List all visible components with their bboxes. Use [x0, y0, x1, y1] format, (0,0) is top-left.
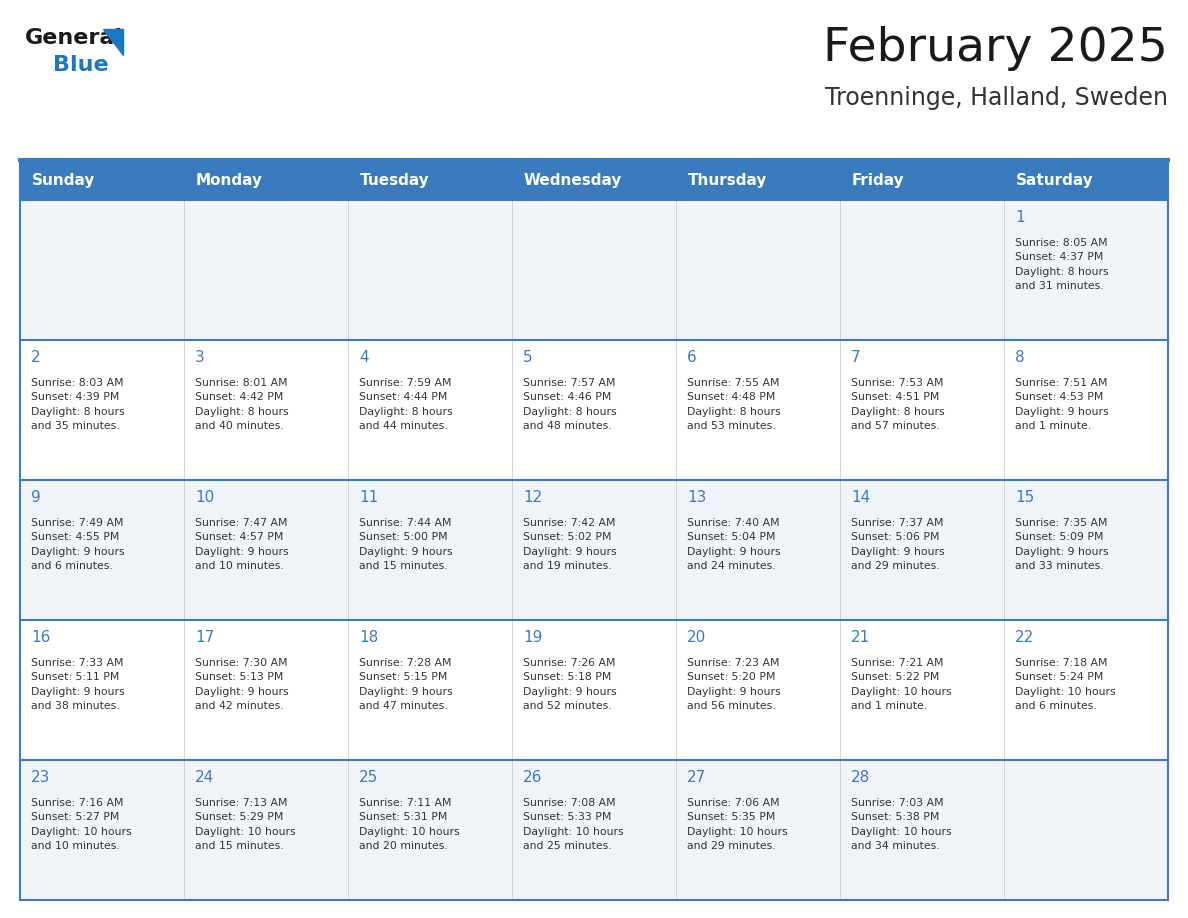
Text: Sunrise: 7:21 AM
Sunset: 5:22 PM
Daylight: 10 hours
and 1 minute.: Sunrise: 7:21 AM Sunset: 5:22 PM Dayligh…	[851, 658, 952, 711]
Text: 18: 18	[359, 630, 378, 645]
Text: Sunrise: 7:26 AM
Sunset: 5:18 PM
Daylight: 9 hours
and 52 minutes.: Sunrise: 7:26 AM Sunset: 5:18 PM Dayligh…	[523, 658, 617, 711]
Text: Tuesday: Tuesday	[360, 173, 430, 187]
Text: 15: 15	[1015, 490, 1035, 505]
Bar	[20, 340, 1168, 480]
Text: 25: 25	[359, 770, 378, 785]
Text: Sunrise: 7:23 AM
Sunset: 5:20 PM
Daylight: 9 hours
and 56 minutes.: Sunrise: 7:23 AM Sunset: 5:20 PM Dayligh…	[687, 658, 781, 711]
Text: Sunrise: 8:01 AM
Sunset: 4:42 PM
Daylight: 8 hours
and 40 minutes.: Sunrise: 8:01 AM Sunset: 4:42 PM Dayligh…	[195, 378, 289, 431]
Text: 14: 14	[851, 490, 871, 505]
Polygon shape	[103, 29, 124, 55]
Text: Sunrise: 7:11 AM
Sunset: 5:31 PM
Daylight: 10 hours
and 20 minutes.: Sunrise: 7:11 AM Sunset: 5:31 PM Dayligh…	[359, 798, 460, 851]
Text: 4: 4	[359, 350, 368, 365]
Text: 19: 19	[523, 630, 543, 645]
Text: Sunrise: 7:35 AM
Sunset: 5:09 PM
Daylight: 9 hours
and 33 minutes.: Sunrise: 7:35 AM Sunset: 5:09 PM Dayligh…	[1015, 518, 1108, 571]
Bar	[20, 480, 1168, 620]
Text: Sunrise: 7:44 AM
Sunset: 5:00 PM
Daylight: 9 hours
and 15 minutes.: Sunrise: 7:44 AM Sunset: 5:00 PM Dayligh…	[359, 518, 453, 571]
Text: Sunrise: 7:55 AM
Sunset: 4:48 PM
Daylight: 8 hours
and 53 minutes.: Sunrise: 7:55 AM Sunset: 4:48 PM Dayligh…	[687, 378, 781, 431]
Text: 27: 27	[687, 770, 706, 785]
Text: Sunrise: 7:53 AM
Sunset: 4:51 PM
Daylight: 8 hours
and 57 minutes.: Sunrise: 7:53 AM Sunset: 4:51 PM Dayligh…	[851, 378, 944, 431]
Text: 26: 26	[523, 770, 543, 785]
Text: 21: 21	[851, 630, 871, 645]
Text: 8: 8	[1015, 350, 1024, 365]
Text: 10: 10	[195, 490, 214, 505]
Text: Sunrise: 8:03 AM
Sunset: 4:39 PM
Daylight: 8 hours
and 35 minutes.: Sunrise: 8:03 AM Sunset: 4:39 PM Dayligh…	[31, 378, 125, 431]
Text: Troenninge, Halland, Sweden: Troenninge, Halland, Sweden	[824, 86, 1168, 110]
Text: Blue: Blue	[53, 55, 108, 75]
Text: 28: 28	[851, 770, 871, 785]
Text: 11: 11	[359, 490, 378, 505]
Text: Wednesday: Wednesday	[524, 173, 623, 187]
Text: February 2025: February 2025	[823, 26, 1168, 71]
Text: Sunrise: 7:42 AM
Sunset: 5:02 PM
Daylight: 9 hours
and 19 minutes.: Sunrise: 7:42 AM Sunset: 5:02 PM Dayligh…	[523, 518, 617, 571]
Text: 5: 5	[523, 350, 532, 365]
Text: Sunrise: 7:28 AM
Sunset: 5:15 PM
Daylight: 9 hours
and 47 minutes.: Sunrise: 7:28 AM Sunset: 5:15 PM Dayligh…	[359, 658, 453, 711]
Text: 7: 7	[851, 350, 860, 365]
Text: Sunrise: 7:49 AM
Sunset: 4:55 PM
Daylight: 9 hours
and 6 minutes.: Sunrise: 7:49 AM Sunset: 4:55 PM Dayligh…	[31, 518, 125, 571]
Text: Friday: Friday	[852, 173, 904, 187]
Text: Sunrise: 7:16 AM
Sunset: 5:27 PM
Daylight: 10 hours
and 10 minutes.: Sunrise: 7:16 AM Sunset: 5:27 PM Dayligh…	[31, 798, 132, 851]
Text: 24: 24	[195, 770, 214, 785]
Text: 13: 13	[687, 490, 707, 505]
Text: 22: 22	[1015, 630, 1035, 645]
Text: 2: 2	[31, 350, 40, 365]
Bar	[20, 200, 1168, 340]
Text: Sunrise: 7:13 AM
Sunset: 5:29 PM
Daylight: 10 hours
and 15 minutes.: Sunrise: 7:13 AM Sunset: 5:29 PM Dayligh…	[195, 798, 296, 851]
Text: Saturday: Saturday	[1016, 173, 1094, 187]
Text: Sunrise: 7:37 AM
Sunset: 5:06 PM
Daylight: 9 hours
and 29 minutes.: Sunrise: 7:37 AM Sunset: 5:06 PM Dayligh…	[851, 518, 944, 571]
Text: Thursday: Thursday	[688, 173, 767, 187]
Text: Sunrise: 7:03 AM
Sunset: 5:38 PM
Daylight: 10 hours
and 34 minutes.: Sunrise: 7:03 AM Sunset: 5:38 PM Dayligh…	[851, 798, 952, 851]
Text: Sunrise: 8:05 AM
Sunset: 4:37 PM
Daylight: 8 hours
and 31 minutes.: Sunrise: 8:05 AM Sunset: 4:37 PM Dayligh…	[1015, 238, 1108, 291]
Text: 23: 23	[31, 770, 50, 785]
Text: Sunrise: 7:18 AM
Sunset: 5:24 PM
Daylight: 10 hours
and 6 minutes.: Sunrise: 7:18 AM Sunset: 5:24 PM Dayligh…	[1015, 658, 1116, 711]
Text: Sunday: Sunday	[32, 173, 95, 187]
Text: Monday: Monday	[196, 173, 263, 187]
Text: Sunrise: 7:08 AM
Sunset: 5:33 PM
Daylight: 10 hours
and 25 minutes.: Sunrise: 7:08 AM Sunset: 5:33 PM Dayligh…	[523, 798, 624, 851]
Text: Sunrise: 7:33 AM
Sunset: 5:11 PM
Daylight: 9 hours
and 38 minutes.: Sunrise: 7:33 AM Sunset: 5:11 PM Dayligh…	[31, 658, 125, 711]
Text: 1: 1	[1015, 210, 1024, 225]
Bar	[20, 620, 1168, 760]
Text: Sunrise: 7:06 AM
Sunset: 5:35 PM
Daylight: 10 hours
and 29 minutes.: Sunrise: 7:06 AM Sunset: 5:35 PM Dayligh…	[687, 798, 788, 851]
Bar	[20, 160, 1168, 200]
Text: Sunrise: 7:51 AM
Sunset: 4:53 PM
Daylight: 9 hours
and 1 minute.: Sunrise: 7:51 AM Sunset: 4:53 PM Dayligh…	[1015, 378, 1108, 431]
Text: 17: 17	[195, 630, 214, 645]
Text: Sunrise: 7:30 AM
Sunset: 5:13 PM
Daylight: 9 hours
and 42 minutes.: Sunrise: 7:30 AM Sunset: 5:13 PM Dayligh…	[195, 658, 289, 711]
Text: Sunrise: 7:57 AM
Sunset: 4:46 PM
Daylight: 8 hours
and 48 minutes.: Sunrise: 7:57 AM Sunset: 4:46 PM Dayligh…	[523, 378, 617, 431]
Text: 9: 9	[31, 490, 40, 505]
Text: 16: 16	[31, 630, 50, 645]
Text: 3: 3	[195, 350, 204, 365]
Text: 12: 12	[523, 490, 542, 505]
Text: General: General	[25, 28, 124, 48]
Text: 20: 20	[687, 630, 706, 645]
Bar	[20, 760, 1168, 900]
Text: Sunrise: 7:59 AM
Sunset: 4:44 PM
Daylight: 8 hours
and 44 minutes.: Sunrise: 7:59 AM Sunset: 4:44 PM Dayligh…	[359, 378, 453, 431]
Text: 6: 6	[687, 350, 696, 365]
Text: Sunrise: 7:47 AM
Sunset: 4:57 PM
Daylight: 9 hours
and 10 minutes.: Sunrise: 7:47 AM Sunset: 4:57 PM Dayligh…	[195, 518, 289, 571]
Text: Sunrise: 7:40 AM
Sunset: 5:04 PM
Daylight: 9 hours
and 24 minutes.: Sunrise: 7:40 AM Sunset: 5:04 PM Dayligh…	[687, 518, 781, 571]
